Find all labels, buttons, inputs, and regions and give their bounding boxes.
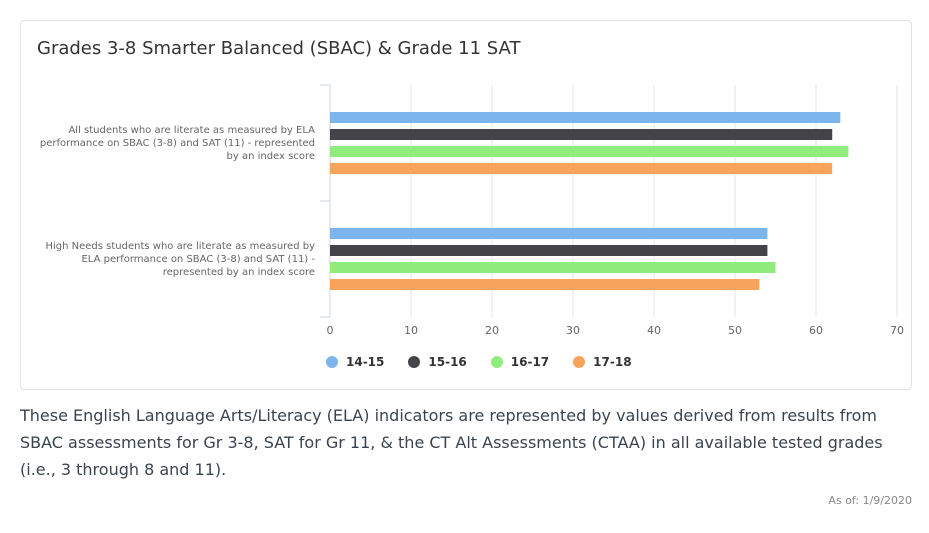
as-of-date: As of: 1/9/2020	[828, 494, 912, 507]
legend-dot-icon	[573, 356, 586, 368]
description: These English Language Arts/Literacy (EL…	[20, 406, 883, 479]
bar-14-15	[330, 112, 841, 123]
x-tick-label: 10	[404, 324, 418, 337]
x-tick-label: 50	[728, 324, 742, 337]
legend-label: 15-16	[428, 355, 467, 369]
legend-item-17-18[interactable]: 17-18	[573, 355, 632, 369]
x-tick-label: 0	[327, 324, 334, 337]
x-tick-label: 20	[485, 324, 499, 337]
category-label: High Needs students who are literate as …	[45, 241, 315, 278]
bar-17-18	[330, 279, 760, 290]
legend-item-16-17[interactable]: 16-17	[490, 355, 550, 369]
legend-dot-icon	[408, 356, 421, 368]
legend-dot-icon	[490, 356, 503, 368]
legend-item-15-16[interactable]: 15-16	[408, 355, 467, 369]
bar-17-18	[330, 163, 833, 174]
legend-label: 16-17	[510, 355, 550, 369]
legend-label: 17-18	[593, 355, 632, 369]
bar-16-17	[330, 262, 776, 273]
bar-14-15	[330, 228, 768, 239]
x-tick-label: 40	[647, 324, 661, 337]
bar-15-16	[330, 245, 768, 256]
bar-15-16	[330, 129, 833, 140]
x-tick-label: 70	[890, 324, 904, 337]
legend-dot-icon	[326, 356, 338, 368]
x-tick-label: 30	[566, 324, 580, 337]
chart-title: Grades 3-8 Smarter Balanced (SBAC) & Gra…	[37, 38, 521, 59]
category-label: All students who are literate as measure…	[40, 125, 315, 162]
bar-16-17	[330, 146, 849, 157]
legend: 14-15 15-16 16-17 17-18	[326, 355, 632, 369]
x-tick-label: 60	[809, 324, 823, 337]
bar-chart: 0 10 20 30 40 50 60 70 All students who are lite…	[40, 84, 904, 337]
legend-item-14-15[interactable]: 14-15	[326, 355, 384, 369]
chart-card	[20, 20, 912, 390]
legend-label: 14-15	[346, 355, 385, 369]
